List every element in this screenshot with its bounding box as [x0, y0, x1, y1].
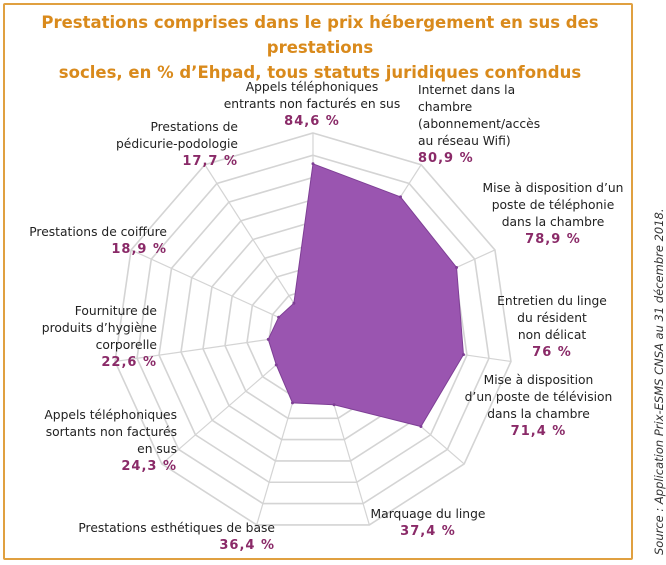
data-point [277, 315, 281, 319]
axis-label-line: Fourniture de [74, 304, 157, 318]
data-area [267, 163, 464, 428]
axis-label-line: en sus [137, 442, 177, 456]
axis-label-line: non délicat [517, 328, 587, 342]
axis-label: Mise à disposition d’un poste de télévisi… [446, 372, 631, 440]
value-label: 80,9 % [418, 151, 474, 166]
value-label: 37,4 % [400, 524, 456, 539]
value-label: 71,4 % [510, 424, 567, 439]
data-point [274, 363, 278, 367]
value-label: 18,9 % [111, 242, 167, 257]
axis-label-line: Mise à disposition d’un [482, 181, 624, 195]
axis-label-line: dans la chambre [487, 407, 590, 421]
data-point [266, 337, 270, 341]
axis-label: Appels téléphoniques entrants non facturé… [222, 79, 402, 130]
chart-title-line-1: Prestations comprises dans le prix héber… [41, 13, 599, 57]
axis-label-line: Prestations de [150, 120, 238, 134]
axis-label-line: dans la chambre [501, 215, 605, 229]
value-label: 22,6 % [101, 355, 157, 370]
data-point [292, 301, 296, 305]
axis-label-line: Appels téléphoniques [44, 408, 177, 422]
chart-frame [3, 3, 633, 560]
axis-label-line: chambre [418, 100, 473, 114]
axis-label-line: Appels téléphoniques [245, 80, 379, 94]
axis-label-line: Prestations esthétiques de base [78, 521, 275, 535]
data-point [332, 403, 336, 407]
axis-label: Prestations esthétiques de base 36,4 % [40, 520, 275, 554]
axis-label: Entretien du linge du résident non délicat… [487, 293, 617, 361]
axis-label-line: pédicurie-podologie [115, 137, 238, 151]
axis-label-line: Mise à disposition [483, 373, 594, 387]
axis-label: Fourniture de produits d’hygiène corporell… [12, 303, 157, 371]
axis-label-line: sortants non facturés [45, 425, 177, 439]
grid-ring [114, 132, 512, 526]
data-point [461, 353, 465, 357]
value-label: 84,6 % [284, 114, 340, 129]
axis-label: Marquage du linge 37,4 % [348, 506, 508, 540]
axis-label-line: poste de téléphonie [491, 198, 615, 212]
data-point [419, 425, 423, 429]
axis-label-line: d’un poste de télévision [464, 390, 613, 404]
value-label: 24,3 % [121, 459, 177, 474]
value-label: 78,9 % [525, 232, 581, 247]
axis-label-line: (abonnement/accès [418, 117, 541, 131]
axis-label: Mise à disposition d’un poste de téléphon… [468, 180, 638, 248]
axis-label-line: Internet dans la [418, 83, 516, 97]
data-point [398, 195, 402, 199]
value-label: 36,4 % [219, 538, 275, 553]
axis-label-line: Entretien du linge [497, 294, 607, 308]
axis-label-line: entrants non facturés en sus [223, 97, 401, 111]
chart-title: Prestations comprises dans le prix héber… [10, 10, 630, 85]
axis-label: Internet dans la chambre (abonnement/accès… [418, 82, 568, 167]
axis-label: Prestations de pédicurie-podologie 17,7 % [108, 119, 238, 170]
value-label: 76 % [532, 345, 572, 360]
axis-label-line: au réseau Wifi) [418, 134, 511, 148]
axis-label-line: produits d’hygiène [41, 321, 157, 335]
data-point [455, 265, 459, 269]
data-point [290, 401, 294, 405]
grid-ring [136, 154, 490, 505]
axis-label-line: Prestations de coiffure [29, 225, 167, 239]
value-label: 17,7 % [182, 154, 238, 169]
axis-label-line: corporelle [95, 338, 157, 352]
axis-label-line: du résident [517, 311, 587, 325]
data-point [311, 162, 315, 166]
axis-label: Appels téléphoniques sortants non facturé… [12, 407, 177, 475]
chart-title-line-2: socles, en % d’Ehpad, tous statuts jurid… [58, 63, 582, 82]
axis-label: Prestations de coiffure 18,9 % [12, 224, 167, 258]
axis-label-line: Marquage du linge [370, 507, 486, 521]
